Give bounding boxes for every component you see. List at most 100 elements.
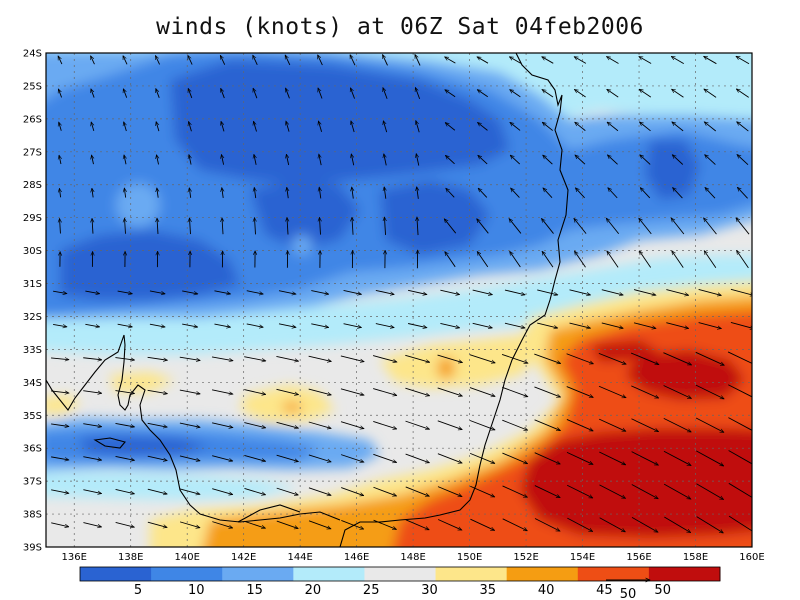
wind-vector <box>730 288 752 295</box>
wind-vector <box>664 516 690 533</box>
colorbar-swatch <box>293 567 365 581</box>
wind-vector <box>510 90 521 98</box>
wind-vector <box>437 453 462 463</box>
wind-vector <box>221 88 225 99</box>
wind-vector <box>639 218 652 235</box>
wind-vector <box>91 122 94 131</box>
wind-vector <box>92 155 94 165</box>
wind-vector <box>416 154 420 166</box>
lat-label: 27S <box>23 147 42 158</box>
wind-vector <box>543 188 553 198</box>
lat-label: 37S <box>23 477 42 488</box>
wind-vector <box>115 456 135 460</box>
lon-label: 152E <box>513 552 538 563</box>
wind-vector <box>51 489 69 493</box>
wind-vector <box>470 485 494 498</box>
wind-vector <box>730 322 752 328</box>
lat-label: 31S <box>23 279 42 290</box>
wind-vector <box>147 389 168 393</box>
wind-vector <box>566 451 593 465</box>
wind-vector <box>631 451 659 466</box>
wind-vector <box>640 188 651 199</box>
wind-vector <box>414 54 421 66</box>
wind-vector <box>308 355 332 361</box>
wind-vector <box>244 389 265 395</box>
wind-vector <box>221 121 225 132</box>
wind-vector <box>663 352 691 366</box>
wind-vector <box>286 88 290 99</box>
wind-vector <box>246 290 264 294</box>
wind-vector <box>276 454 299 461</box>
colorbar-label: 10 <box>188 583 205 598</box>
wind-vector <box>606 56 619 64</box>
wind-vector <box>384 217 385 235</box>
wind-vector <box>444 219 457 234</box>
wind-vector <box>373 486 396 496</box>
wind-vector <box>212 422 233 428</box>
wind-vector <box>276 487 299 495</box>
lat-label: 35S <box>23 411 42 422</box>
wind-vector <box>340 388 364 395</box>
wind-vector <box>343 323 362 328</box>
wind-vector <box>502 386 528 396</box>
wind-vector <box>53 323 67 326</box>
wind-vector <box>219 55 226 65</box>
wind-vector <box>704 55 717 65</box>
wind-vector <box>319 154 321 166</box>
wind-vector <box>340 454 364 463</box>
wind-vector <box>157 218 158 234</box>
wind-vector <box>695 351 725 366</box>
wind-vector <box>189 188 190 198</box>
colorbar-label: 5 <box>134 583 142 598</box>
wind-vector <box>244 455 265 461</box>
lon-label: 146E <box>344 552 369 563</box>
wind-vector <box>350 88 355 99</box>
wind-vector <box>542 251 554 268</box>
wind-vector <box>672 89 684 98</box>
wind-vector <box>59 155 61 165</box>
wind-vector <box>149 290 165 294</box>
wind-vector <box>437 387 463 396</box>
wind-vector <box>405 519 429 531</box>
wind-vector <box>286 154 288 166</box>
wind-vector <box>287 187 289 199</box>
wind-vector <box>566 484 593 499</box>
colorbar-swatch <box>222 567 294 581</box>
wind-vector <box>156 89 160 98</box>
wind-vector <box>340 355 364 362</box>
wind-vector <box>253 88 258 99</box>
wind-vector <box>287 218 288 235</box>
wind-vector <box>182 290 198 294</box>
colorbar-label: 15 <box>246 583 263 598</box>
wind-vector <box>607 251 619 268</box>
wind-vector <box>57 56 63 65</box>
wind-vector <box>737 122 749 132</box>
wind-vector <box>182 323 198 327</box>
wind-vector <box>630 352 659 365</box>
wind-vector <box>472 289 493 295</box>
wind-vector <box>504 322 525 328</box>
wind-vector <box>83 522 101 527</box>
map-frame <box>45 52 753 548</box>
wind-vector <box>469 354 495 363</box>
colorbar-label: 30 <box>421 583 438 598</box>
wind-vector <box>375 289 394 294</box>
wind-vector <box>124 155 126 165</box>
wind-vector <box>477 90 489 98</box>
wind-vector <box>640 155 651 165</box>
wind-vector <box>408 323 427 327</box>
wind-vector <box>566 353 594 364</box>
wind-vector <box>534 485 560 499</box>
wind-vector <box>469 420 495 429</box>
wind-vector <box>244 487 265 494</box>
wind-vector <box>501 353 528 363</box>
wind-vector <box>437 420 462 430</box>
wind-vector <box>147 455 168 460</box>
wind-vector <box>286 121 290 132</box>
wind-vector <box>445 90 456 98</box>
wind-vector <box>705 155 716 165</box>
wind-vector <box>672 122 684 132</box>
wind-vector <box>351 121 355 133</box>
wind-vector <box>417 187 419 199</box>
